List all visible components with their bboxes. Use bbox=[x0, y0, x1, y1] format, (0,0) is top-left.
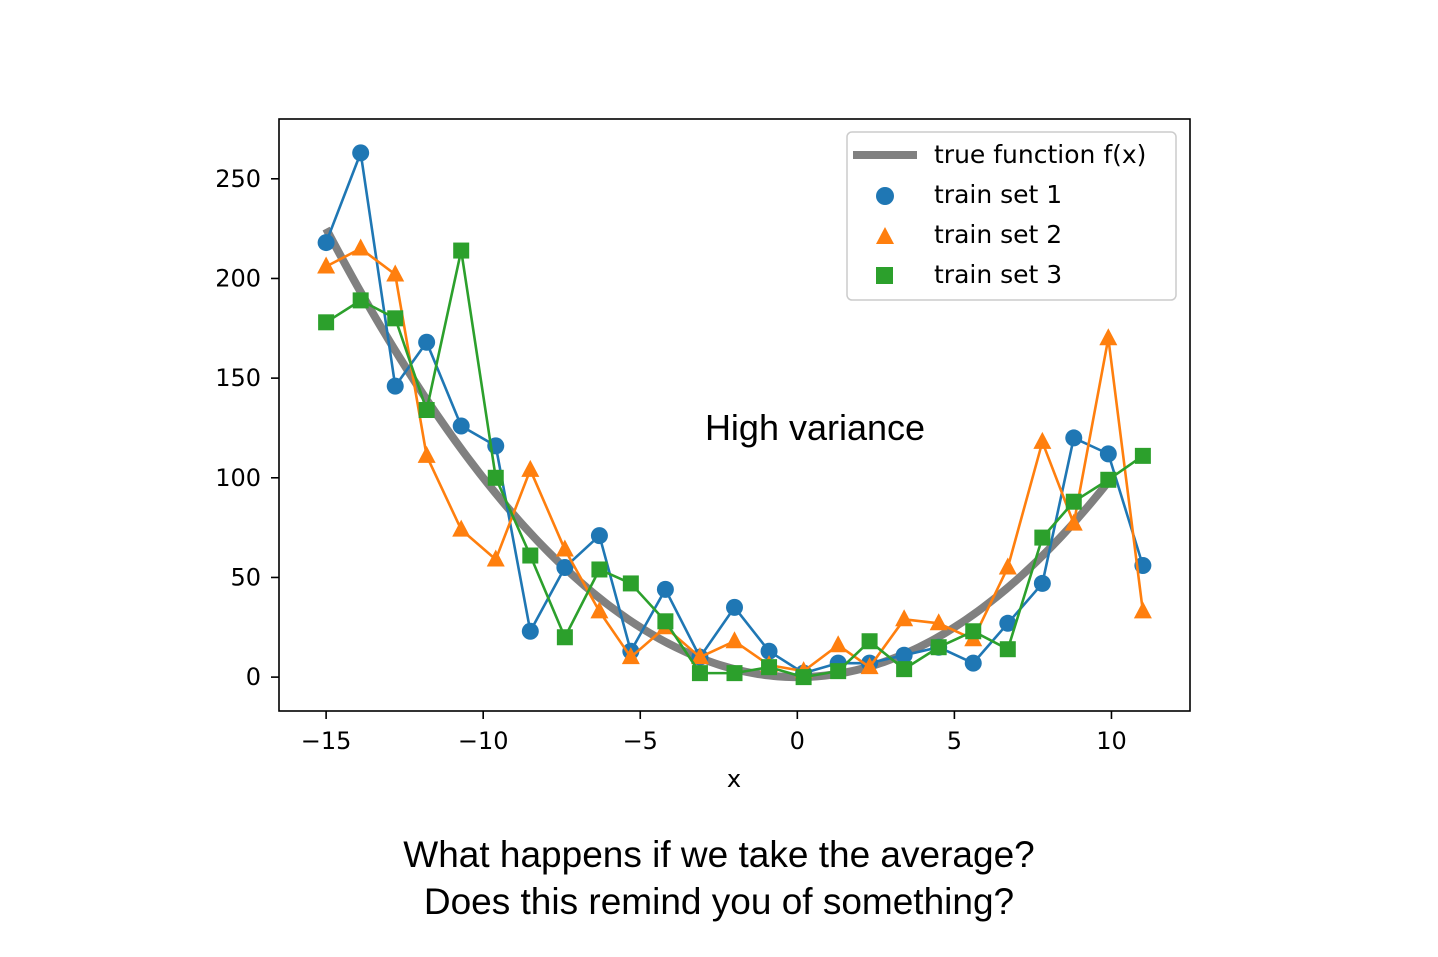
data-point-train-set-3 bbox=[556, 629, 573, 646]
data-point-train-set-3 bbox=[1065, 493, 1082, 510]
data-point-train-set-2 bbox=[351, 238, 370, 256]
data-point-train-set-3 bbox=[795, 669, 812, 686]
x-tick-label: 5 bbox=[947, 727, 962, 755]
data-point-train-set-3 bbox=[418, 402, 435, 419]
data-point-train-set-2 bbox=[829, 635, 848, 653]
data-point-train-set-3 bbox=[691, 665, 708, 682]
legend-frame bbox=[846, 131, 1177, 301]
series-train-set-3 bbox=[318, 242, 1151, 686]
legend-train-set-1-label: train set 1 bbox=[934, 180, 1062, 209]
data-point-train-set-2 bbox=[929, 613, 948, 631]
data-point-train-set-1 bbox=[999, 614, 1017, 632]
data-point-train-set-2 bbox=[417, 445, 436, 463]
y-tick-label: 200 bbox=[215, 264, 261, 292]
data-point-train-set-3 bbox=[761, 659, 778, 676]
data-point-train-set-3 bbox=[1100, 471, 1117, 488]
x-axis-label: x bbox=[727, 765, 741, 793]
data-point-train-set-1 bbox=[964, 654, 982, 672]
data-point-train-set-3 bbox=[453, 242, 470, 259]
data-point-train-set-1 bbox=[452, 417, 470, 435]
data-point-train-set-3 bbox=[999, 641, 1016, 658]
y-tick-label: 150 bbox=[215, 364, 261, 392]
data-point-train-set-3 bbox=[487, 469, 504, 486]
y-tick-label: 0 bbox=[246, 663, 261, 691]
data-point-train-set-3 bbox=[1034, 529, 1051, 546]
x-tick-label: −15 bbox=[301, 727, 352, 755]
data-point-train-set-1 bbox=[1065, 429, 1083, 447]
data-point-train-set-3 bbox=[726, 665, 743, 682]
data-point-train-set-1 bbox=[556, 558, 574, 576]
data-point-train-set-3 bbox=[657, 613, 674, 630]
data-point-train-set-3 bbox=[622, 575, 639, 592]
y-tick-label: 50 bbox=[230, 563, 261, 591]
x-tick-label: 0 bbox=[790, 727, 805, 755]
data-point-train-set-1 bbox=[386, 377, 404, 395]
data-point-train-set-1 bbox=[317, 234, 335, 252]
series-train-set-1 bbox=[317, 144, 1152, 682]
data-point-train-set-3 bbox=[896, 661, 913, 678]
data-point-train-set-2 bbox=[1033, 431, 1052, 449]
legend-train-set-2-label: train set 2 bbox=[934, 220, 1062, 249]
data-point-train-set-2 bbox=[690, 647, 709, 665]
data-point-train-set-1 bbox=[726, 598, 743, 616]
caption: What happens if we take the average? Doe… bbox=[0, 831, 1438, 925]
x-tick-label: 10 bbox=[1096, 727, 1127, 755]
data-point-train-set-1 bbox=[521, 622, 539, 640]
y-tick-label: 250 bbox=[215, 165, 261, 193]
high-variance-annotation: High variance bbox=[705, 407, 925, 448]
legend-train-set-3-label: train set 3 bbox=[934, 260, 1062, 289]
data-point-train-set-3 bbox=[352, 292, 369, 309]
data-point-train-set-2 bbox=[317, 256, 336, 274]
caption-line-2: Does this remind you of something? bbox=[423, 881, 1015, 922]
data-point-train-set-2 bbox=[725, 631, 744, 649]
x-tick-label: −10 bbox=[458, 727, 509, 755]
data-point-train-set-2 bbox=[1064, 513, 1083, 531]
data-point-train-set-1 bbox=[1033, 574, 1051, 592]
legend-train-set-2-marker bbox=[876, 227, 894, 244]
data-point-train-set-1 bbox=[760, 642, 778, 660]
caption-line-1: What happens if we take the average? bbox=[403, 834, 1035, 875]
data-point-train-set-2 bbox=[452, 519, 471, 537]
data-point-train-set-1 bbox=[418, 333, 436, 351]
data-point-train-set-1 bbox=[1099, 445, 1117, 463]
data-point-train-set-2 bbox=[860, 657, 879, 675]
data-point-train-set-2 bbox=[895, 609, 914, 627]
data-point-train-set-2 bbox=[486, 549, 505, 567]
plot-frame bbox=[278, 118, 1191, 712]
series-layer bbox=[317, 144, 1152, 686]
legend-train-set-3-marker bbox=[876, 267, 893, 284]
data-point-train-set-2 bbox=[521, 459, 540, 477]
legend: true function f(x) train set 1 train set… bbox=[846, 131, 1177, 301]
x-tick-label: −5 bbox=[623, 727, 658, 755]
data-point-train-set-1 bbox=[352, 144, 370, 162]
data-point-train-set-2 bbox=[590, 601, 609, 619]
data-point-train-set-2 bbox=[1099, 328, 1118, 346]
data-point-train-set-3 bbox=[965, 623, 982, 640]
y-tick-label: 100 bbox=[215, 464, 261, 492]
data-point-train-set-3 bbox=[318, 314, 335, 331]
data-point-train-set-3 bbox=[1134, 447, 1151, 464]
true-function-layer bbox=[322, 226, 1115, 682]
data-point-train-set-3 bbox=[861, 633, 878, 650]
legend-train-set-1-marker bbox=[876, 187, 894, 205]
data-point-train-set-2 bbox=[386, 264, 405, 282]
data-point-train-set-3 bbox=[522, 547, 539, 564]
data-point-train-set-3 bbox=[930, 639, 947, 656]
data-point-train-set-2 bbox=[1133, 601, 1152, 619]
data-point-train-set-1 bbox=[590, 527, 608, 545]
data-point-train-set-3 bbox=[591, 561, 608, 578]
data-point-train-set-3 bbox=[830, 663, 847, 680]
data-point-train-set-2 bbox=[555, 539, 574, 557]
series-train-set-2 bbox=[317, 238, 1152, 679]
data-point-train-set-1 bbox=[895, 646, 913, 664]
data-point-train-set-3 bbox=[387, 310, 404, 327]
data-point-train-set-1 bbox=[656, 580, 674, 598]
true-function-curve bbox=[322, 226, 1115, 682]
data-point-train-set-2 bbox=[998, 557, 1017, 575]
data-point-train-set-2 bbox=[621, 647, 640, 665]
legend-true-function-label: true function f(x) bbox=[934, 140, 1146, 169]
